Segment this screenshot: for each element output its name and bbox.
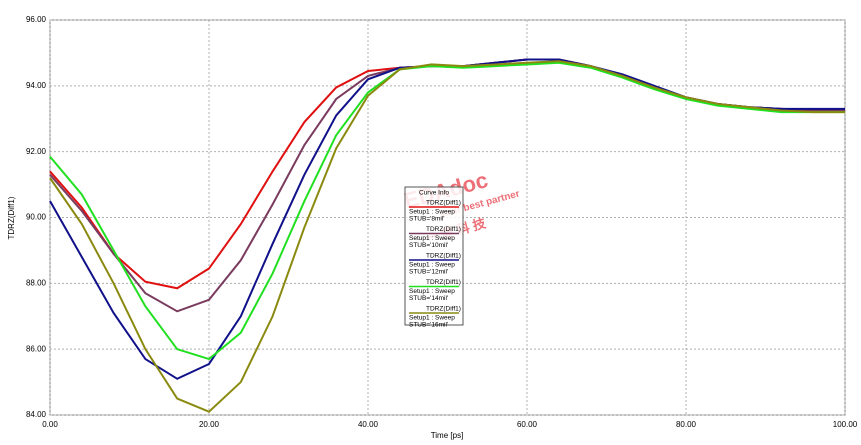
legend-setup: Setup1 : Sweep (409, 288, 455, 295)
x-tick-label: 40.00 (358, 420, 379, 429)
legend-box (404, 186, 464, 326)
series-line (49, 60, 845, 413)
y-tick-label: 90.00 (26, 213, 47, 222)
x-tick-label: 60.00 (517, 420, 538, 429)
x-tick-label: 100.00 (833, 420, 858, 429)
legend-label: STUB='12mil' (409, 269, 448, 276)
y-tick-label: 94.00 (26, 81, 47, 90)
legend-trace: TDRZ(Diff1) (426, 253, 461, 260)
legend-label: STUB='16mil' (409, 322, 448, 329)
legend-label: STUB='10mil' (409, 242, 448, 249)
y-tick-label: 96.00 (26, 15, 47, 24)
legend-setup: Setup1 : Sweep (409, 262, 455, 269)
legend-label: STUB='14mil' (409, 295, 448, 302)
legend-setup: Setup1 : Sweep (409, 235, 455, 242)
series-line (49, 61, 845, 361)
legend-setup: Setup1 : Sweep (409, 209, 455, 216)
legend-trace: TDRZ(Diff1) (426, 279, 461, 286)
x-axis-label: Time [ps] (431, 431, 464, 440)
legend-trace: TDRZ(Diff1) (426, 306, 461, 313)
legend: Curve Info TDRZ(Diff1)Setup1 : SweepSTUB… (404, 186, 464, 329)
legend-setup: Setup1 : Sweep (409, 315, 455, 322)
y-tick-label: 88.00 (26, 278, 47, 287)
x-tick-label: 0.00 (42, 420, 58, 429)
legend-trace: TDRZ(Diff1) (426, 226, 461, 233)
legend-trace: TDRZ(Diff1) (426, 200, 461, 207)
y-axis-label: TDRZ(Diff1) (7, 196, 16, 239)
legend-label: STUB='8mil' (409, 216, 445, 223)
legend-title: Curve Info (419, 190, 449, 197)
x-tick-label: 80.00 (676, 420, 697, 429)
y-tick-label: 84.00 (26, 410, 47, 419)
grid (49, 19, 846, 416)
y-tick-label: 86.00 (26, 344, 47, 353)
y-tick-label: 92.00 (26, 147, 47, 156)
lines (49, 58, 845, 413)
x-tick-label: 20.00 (199, 420, 220, 429)
